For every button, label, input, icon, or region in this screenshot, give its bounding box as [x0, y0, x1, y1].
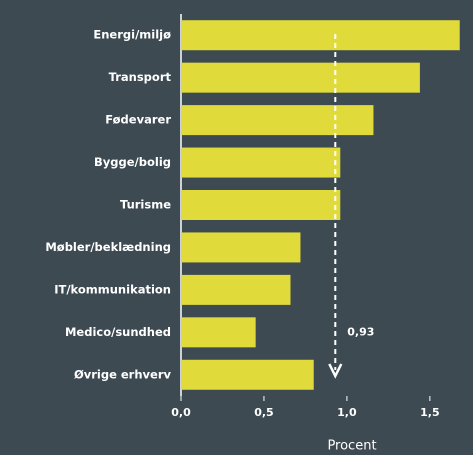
x-axis-label: Procent	[327, 439, 376, 454]
x-tick-label: 1,5	[420, 406, 440, 419]
bar	[181, 232, 301, 263]
bar	[181, 20, 460, 51]
bar	[181, 62, 420, 93]
category-label: Bygge/bolig	[94, 155, 171, 169]
category-label: Fødevarer	[105, 113, 171, 127]
x-tick-label: 0,0	[171, 406, 191, 419]
x-tick-label: 1,0	[337, 406, 357, 419]
category-label: Øvrige erhverv	[74, 367, 172, 381]
category-label: Transport	[109, 70, 172, 84]
bar	[181, 190, 341, 220]
category-label: Medico/sundhed	[65, 325, 171, 339]
bar	[181, 105, 374, 136]
x-tick-label: 0,5	[254, 406, 274, 419]
reference-arrowhead	[328, 363, 343, 379]
category-label: Møbler/beklædning	[45, 240, 171, 254]
bar	[181, 147, 341, 178]
category-label: Energi/miljø	[93, 28, 171, 42]
bar	[181, 359, 314, 390]
category-label: IT/kommunikation	[54, 282, 171, 296]
bar	[181, 317, 256, 348]
category-label: Turisme	[120, 198, 171, 212]
bar	[181, 274, 291, 305]
reference-label: 0,93	[347, 325, 374, 338]
